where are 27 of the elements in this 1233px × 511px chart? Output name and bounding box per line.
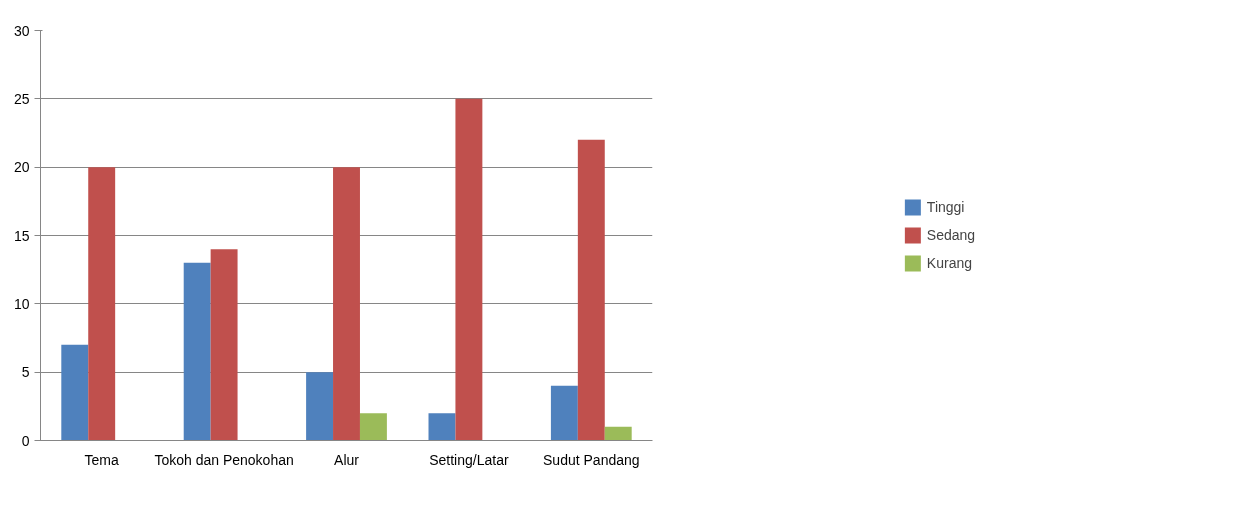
bar bbox=[550, 385, 578, 441]
bar bbox=[577, 139, 605, 441]
bar bbox=[333, 167, 360, 441]
y-tick-label: 10 bbox=[13, 295, 30, 312]
bar bbox=[88, 167, 116, 441]
x-tick-label: Tokoh dan Penokohan bbox=[154, 451, 294, 468]
x-tick-label: Tema bbox=[84, 451, 120, 468]
y-tick-label: 5 bbox=[21, 364, 30, 381]
bar bbox=[455, 98, 483, 441]
bar bbox=[359, 413, 387, 441]
bar bbox=[306, 372, 334, 441]
bar bbox=[183, 262, 211, 441]
bar bbox=[428, 413, 456, 441]
legend-label: Kurang bbox=[926, 255, 973, 271]
legend-label: Sedang bbox=[926, 227, 976, 243]
y-tick-label: 30 bbox=[13, 22, 30, 39]
bar bbox=[61, 344, 89, 441]
x-tick-label: Sudut Pandang bbox=[543, 451, 640, 468]
y-tick-label: 15 bbox=[13, 227, 30, 244]
y-tick-label: 25 bbox=[13, 90, 30, 107]
x-tick-label: Setting/Latar bbox=[429, 451, 509, 468]
bar bbox=[604, 426, 632, 441]
y-tick-label: 0 bbox=[21, 432, 30, 449]
y-tick-label: 20 bbox=[13, 159, 30, 176]
bar bbox=[210, 249, 238, 441]
legend-label: Tinggi bbox=[926, 199, 965, 215]
x-tick-label: Alur bbox=[334, 451, 360, 468]
